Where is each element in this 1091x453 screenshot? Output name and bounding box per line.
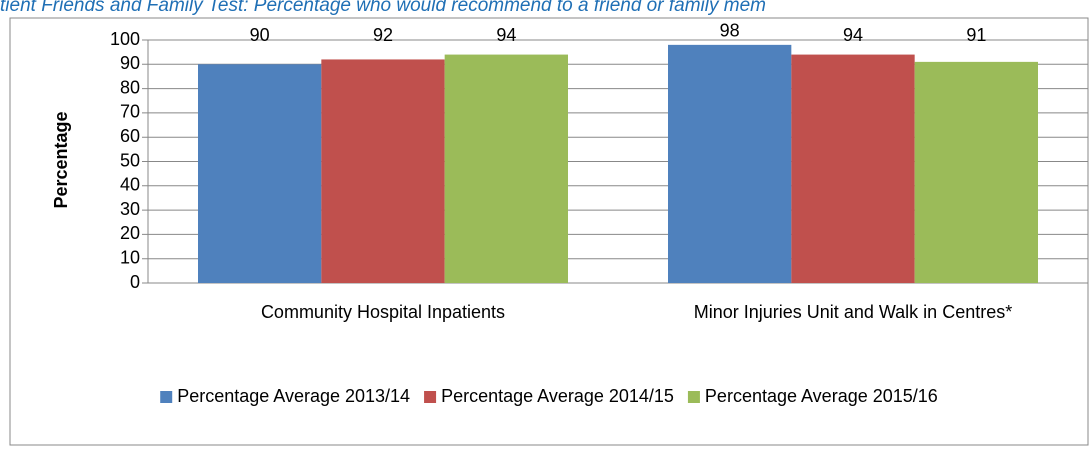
legend-label: Percentage Average 2015/16 <box>705 386 938 406</box>
chart-title: tient Friends and Family Test: Percentag… <box>0 0 766 16</box>
data-label: 92 <box>373 25 393 45</box>
bar <box>444 54 568 283</box>
legend: Percentage Average 2013/14 Percentage Ave… <box>160 386 938 406</box>
y-axis-label: Percentage <box>51 111 71 208</box>
y-tick-label: 90 <box>120 53 140 73</box>
legend-swatch <box>160 391 173 403</box>
bar <box>668 44 792 283</box>
y-tick-label: 100 <box>110 29 140 49</box>
legend-swatch <box>687 391 700 403</box>
legend-swatch <box>424 391 437 403</box>
y-tick-label: 60 <box>120 126 140 146</box>
y-tick-label: 50 <box>120 150 140 170</box>
bar <box>791 54 915 283</box>
data-label: 94 <box>843 25 863 45</box>
legend-label: Percentage Average 2013/14 <box>177 386 410 406</box>
y-tick-label: 0 <box>130 272 140 292</box>
data-label: 91 <box>966 25 986 45</box>
y-tick-label: 10 <box>120 247 140 267</box>
bar <box>198 64 322 283</box>
bar <box>914 61 1038 284</box>
y-tick-label: 30 <box>120 199 140 219</box>
data-label: 90 <box>250 25 270 45</box>
data-label: 94 <box>496 25 516 45</box>
data-label: 98 <box>720 21 740 41</box>
bar <box>321 59 445 283</box>
y-tick-label: 40 <box>120 175 140 195</box>
x-tick-label: Community Hospital Inpatients <box>261 302 505 322</box>
y-tick-label: 70 <box>120 102 140 122</box>
y-tick-label: 20 <box>120 223 140 243</box>
y-tick-label: 80 <box>120 77 140 97</box>
legend-label: Percentage Average 2014/15 <box>441 386 674 406</box>
x-tick-label: Minor Injuries Unit and Walk in Centres* <box>694 302 1012 322</box>
